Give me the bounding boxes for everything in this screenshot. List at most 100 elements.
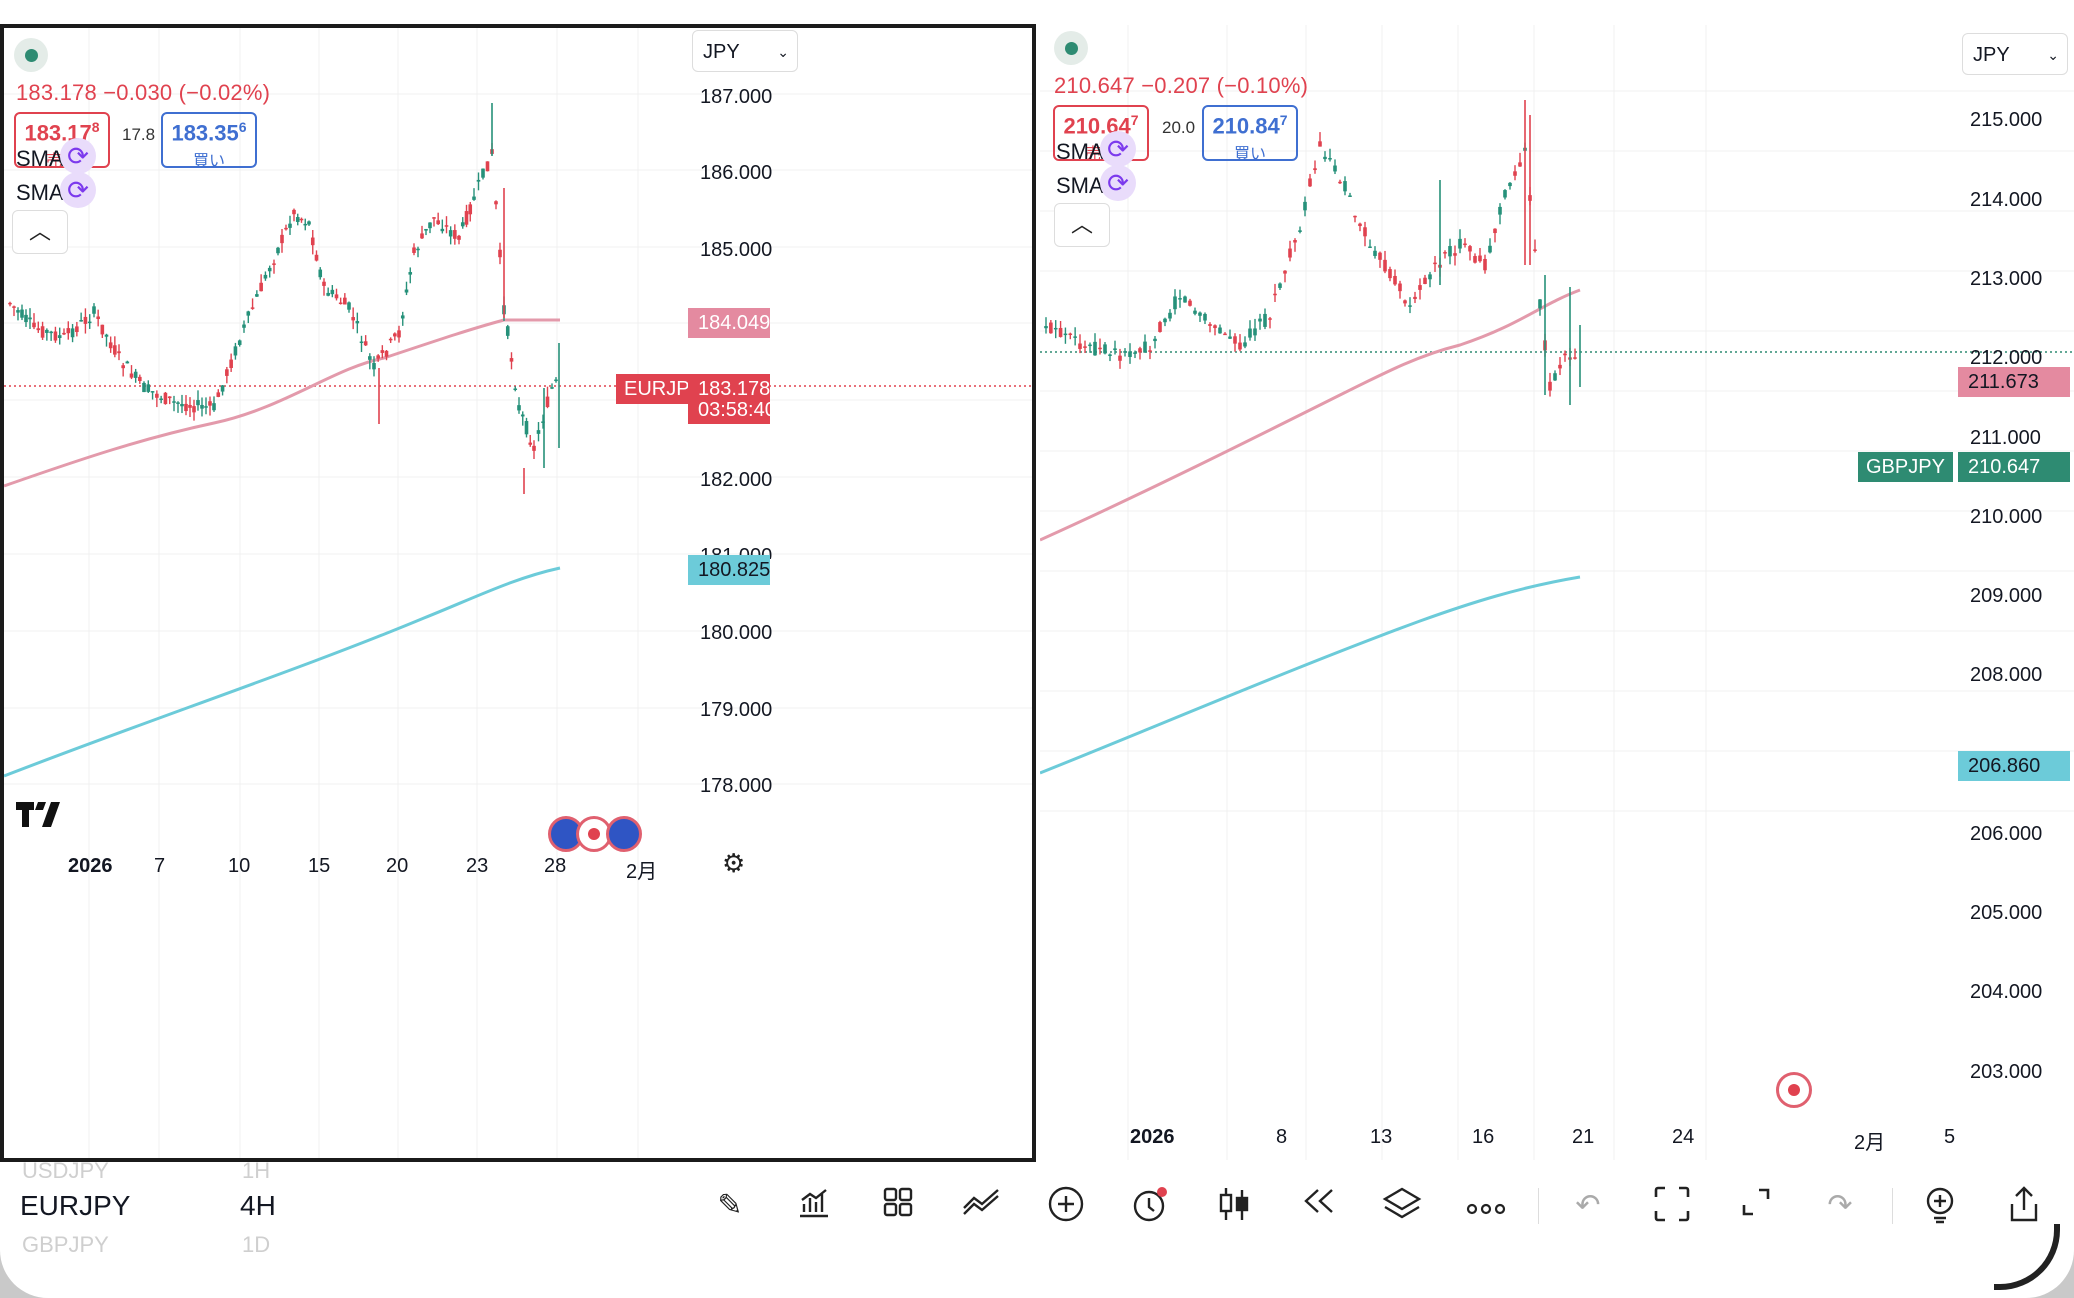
candle-body (146, 384, 151, 392)
symbol-picker-next[interactable]: GBPJPY (22, 1232, 109, 1257)
candle-body (1203, 313, 1207, 321)
candle-body (12, 306, 16, 308)
candle-body (167, 396, 172, 399)
sma-refresh-icon[interactable]: ⟳ (60, 172, 96, 208)
sma-indicator-label[interactable]: SMA (16, 180, 64, 205)
candle-body (155, 393, 159, 398)
share-icon[interactable] (2004, 1186, 2044, 1226)
buy-button[interactable]: 183.356 買い (161, 112, 257, 170)
candle-body (485, 161, 490, 172)
economic-event-icon[interactable] (1776, 1072, 1812, 1108)
candle-body (96, 316, 100, 320)
candle-body (20, 309, 24, 318)
collapse-legend-button[interactable]: ︿ (1054, 203, 1110, 247)
candle-body (83, 316, 88, 324)
timeframe-picker-prev[interactable]: 1H (242, 1158, 271, 1183)
currency-select[interactable]: JPY ⌄ (692, 30, 798, 72)
chart-settings-icon[interactable]: ⚙ (722, 848, 746, 878)
candle-body (36, 328, 41, 331)
sma-refresh-icon[interactable]: ⟳ (1100, 165, 1136, 201)
ideas-lightbulb-icon[interactable] (1920, 1186, 1960, 1226)
indicators-icon[interactable] (794, 1186, 834, 1226)
chart-pane-eurjpy[interactable]: 183.178 −0.030 (−0.02%) 183.178 売り 17.8 … (0, 24, 1036, 1162)
candle-style-icon[interactable] (1214, 1186, 1254, 1226)
candle-body (24, 314, 28, 323)
undo-icon[interactable]: ↶ (1575, 1189, 1601, 1222)
sma-indicator-label[interactable]: SMA (16, 146, 64, 171)
candle-body (1303, 201, 1307, 211)
sma-fast-price-tag: 211.673 (1958, 367, 2070, 397)
candle-body (1463, 243, 1467, 246)
candle-body (32, 322, 36, 328)
candle-body (1533, 249, 1537, 251)
currency-select[interactable]: JPY ⌄ (1962, 33, 2068, 75)
layers-icon[interactable] (1382, 1186, 1422, 1226)
symbol-price-tag: GBPJPY (1858, 452, 1953, 482)
candle-body (1293, 240, 1297, 243)
y-tick: 179.000 (700, 699, 773, 721)
candle-body (494, 201, 498, 205)
candle-body (1333, 165, 1337, 172)
sma-refresh-icon[interactable]: ⟳ (1100, 131, 1136, 167)
candle-body (259, 282, 263, 292)
drawing-tools-icon[interactable]: ✎ (717, 1189, 743, 1222)
collapse-legend-button[interactable]: ︿ (12, 210, 68, 254)
candle-body (1348, 195, 1352, 197)
replay-icon[interactable] (1298, 1186, 1338, 1226)
spread-value: 17.8 (122, 125, 156, 144)
candle-body (1143, 341, 1147, 353)
candle-body (1418, 285, 1422, 290)
buy-button[interactable]: 210.847 買い (1202, 105, 1298, 163)
candle-body (225, 369, 229, 376)
price-chart-gbpjpy[interactable] (1040, 25, 2074, 1160)
add-icon[interactable] (1046, 1186, 1086, 1226)
sma-indicator-label[interactable]: SMA (1056, 139, 1104, 164)
candle-body (49, 331, 53, 334)
fullscreen-icon[interactable] (1736, 1186, 1776, 1226)
candle-body (117, 351, 121, 354)
candle-body (1213, 325, 1217, 329)
sma-refresh-icon[interactable]: ⟳ (60, 138, 96, 174)
compare-symbols-icon[interactable] (962, 1186, 1002, 1226)
candle-body (188, 404, 192, 408)
candle-body (536, 430, 541, 434)
candle-body (554, 379, 558, 382)
candle-body (1173, 296, 1177, 310)
timeframe-picker-next[interactable]: 1D (242, 1232, 271, 1257)
redo-icon[interactable]: ↷ (1827, 1189, 1853, 1222)
tradingview-logo-icon[interactable] (16, 798, 60, 837)
more-options-icon[interactable] (1466, 1186, 1506, 1226)
candle-body (299, 218, 304, 221)
y-tick: 185.000 (700, 239, 773, 261)
candle-body (1153, 338, 1157, 342)
candle-body (1493, 228, 1497, 234)
chart-pane-gbpjpy[interactable]: 210.647 −0.207 (−0.10%) 210.647 売り 20.0 … (1040, 25, 2074, 1160)
market-status-icon[interactable] (14, 38, 48, 72)
toolbar-divider (1892, 1188, 1893, 1224)
spread-value: 20.0 (1162, 118, 1196, 137)
timeframe-picker-current[interactable]: 4H (240, 1190, 276, 1221)
candle-body (1423, 277, 1427, 284)
economic-event-eu-icon[interactable] (606, 816, 642, 852)
candle-body (476, 179, 481, 182)
candle-body (1443, 252, 1447, 254)
x-tick: 2月 (1854, 1132, 1886, 1154)
alert-clock-icon[interactable] (1130, 1186, 1170, 1226)
candle-body (1538, 299, 1542, 309)
symbol-picker-prev[interactable]: USDJPY (22, 1158, 109, 1183)
candle-body (176, 402, 180, 404)
candle-body (338, 302, 343, 305)
market-status-icon[interactable] (1054, 31, 1088, 65)
candle-body (246, 311, 251, 316)
x-tick: 28 (544, 855, 567, 877)
sma-indicator-label[interactable]: SMA (1056, 173, 1104, 198)
layouts-grid-icon[interactable] (878, 1186, 918, 1226)
screenshot-frame-icon[interactable] (1652, 1186, 1692, 1226)
candle-body (1468, 246, 1472, 252)
candle-body (1118, 355, 1122, 361)
candle-body (453, 230, 457, 239)
y-tick: 187.000 (700, 86, 773, 108)
candle-body (1378, 252, 1382, 260)
symbol-picker-current[interactable]: EURJPY (20, 1190, 131, 1221)
price-chart-eurjpy[interactable] (4, 28, 1032, 1158)
